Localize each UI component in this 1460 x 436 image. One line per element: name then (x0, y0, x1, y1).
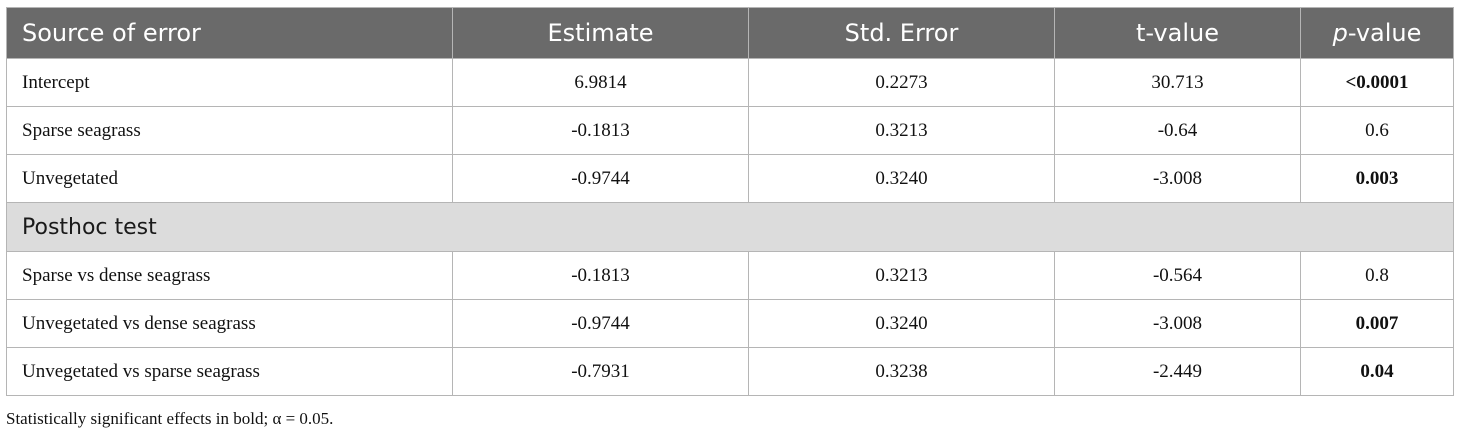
section-row: Posthoc test (6, 202, 1454, 252)
table-row: Unvegetated vs dense seagrass -0.9744 0.… (6, 299, 1454, 348)
table-row: Sparse seagrass -0.1813 0.3213 -0.64 0.6 (6, 106, 1454, 155)
cell-estimate: 6.9814 (452, 58, 749, 107)
cell-source: Sparse vs dense seagrass (6, 251, 453, 300)
cell-source: Unvegetated vs dense seagrass (6, 299, 453, 348)
cell-estimate: -0.1813 (452, 251, 749, 300)
header-p-suffix: -value (1347, 19, 1422, 47)
results-table: Source of error Estimate Std. Error t-va… (6, 7, 1454, 396)
header-source: Source of error (6, 7, 453, 59)
cell-estimate: -0.7931 (452, 347, 749, 396)
cell-t-value: -3.008 (1054, 154, 1301, 203)
header-row: Source of error Estimate Std. Error t-va… (6, 7, 1454, 59)
cell-std-error: 0.3240 (748, 299, 1055, 348)
cell-source: Unvegetated vs sparse seagrass (6, 347, 453, 396)
cell-std-error: 0.3240 (748, 154, 1055, 203)
cell-std-error: 0.3238 (748, 347, 1055, 396)
header-estimate: Estimate (452, 7, 749, 59)
cell-estimate: -0.9744 (452, 154, 749, 203)
header-p-italic: p (1332, 19, 1348, 47)
results-table-container: Source of error Estimate Std. Error t-va… (6, 7, 1454, 396)
cell-p-value: 0.8 (1300, 251, 1454, 300)
cell-estimate: -0.9744 (452, 299, 749, 348)
section-label: Posthoc test (6, 202, 1454, 252)
cell-source: Sparse seagrass (6, 106, 453, 155)
cell-t-value: -2.449 (1054, 347, 1301, 396)
table-row: Intercept 6.9814 0.2273 30.713 <0.0001 (6, 58, 1454, 107)
cell-std-error: 0.2273 (748, 58, 1055, 107)
cell-p-value: 0.04 (1300, 347, 1454, 396)
table-row: Unvegetated -0.9744 0.3240 -3.008 0.003 (6, 154, 1454, 203)
cell-p-value: 0.007 (1300, 299, 1454, 348)
cell-source: Intercept (6, 58, 453, 107)
cell-std-error: 0.3213 (748, 251, 1055, 300)
table-row: Sparse vs dense seagrass -0.1813 0.3213 … (6, 251, 1454, 300)
header-std-error: Std. Error (748, 7, 1055, 59)
cell-t-value: -3.008 (1054, 299, 1301, 348)
cell-t-value: 30.713 (1054, 58, 1301, 107)
table-footnote: Statistically significant effects in bol… (6, 409, 334, 428)
header-t-value: t-value (1054, 7, 1301, 59)
cell-p-value: <0.0001 (1300, 58, 1454, 107)
header-p-value: p-value (1300, 7, 1454, 59)
table-row: Unvegetated vs sparse seagrass -0.7931 0… (6, 347, 1454, 396)
cell-t-value: -0.64 (1054, 106, 1301, 155)
cell-source: Unvegetated (6, 154, 453, 203)
cell-estimate: -0.1813 (452, 106, 749, 155)
cell-p-value: 0.003 (1300, 154, 1454, 203)
cell-t-value: -0.564 (1054, 251, 1301, 300)
cell-p-value: 0.6 (1300, 106, 1454, 155)
cell-std-error: 0.3213 (748, 106, 1055, 155)
